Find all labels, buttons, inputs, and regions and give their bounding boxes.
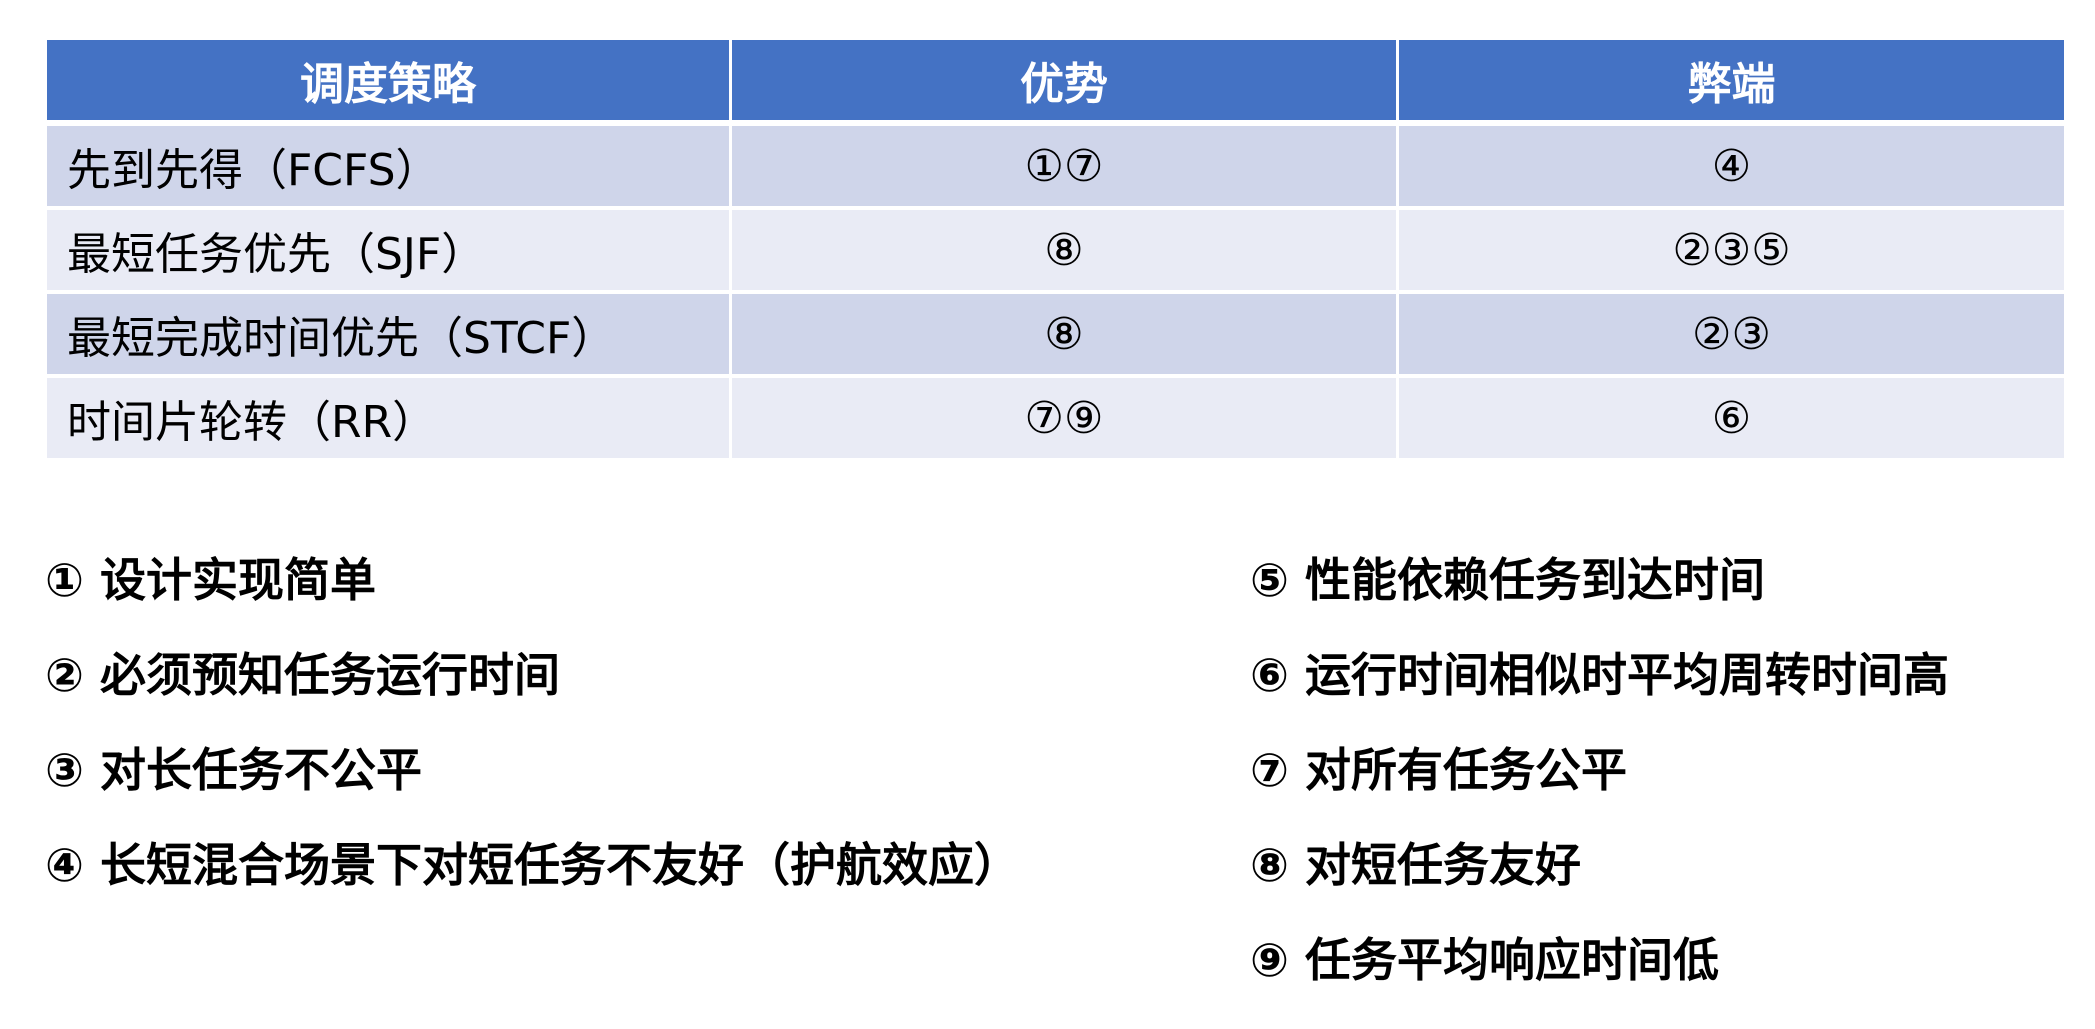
legend-item: ② 必须预知任务运行时间	[45, 648, 560, 702]
legend-left: ① 设计实现简单 ② 必须预知任务运行时间 ③ 对长任务不公平 ④ 长短混合场景…	[45, 533, 1020, 913]
disadvantages-cell: ④	[1399, 126, 2064, 206]
advantages-cell: ⑦⑨	[732, 378, 1399, 458]
legend-right: ⑤ 性能依赖任务到达时间 ⑥ 运行时间相似时平均周转时间高 ⑦ 对所有任务公平 …	[1250, 533, 1949, 1008]
legend-item: ④ 长短混合场景下对短任务不友好（护航效应）	[45, 838, 1020, 892]
advantages-cell: ①⑦	[732, 126, 1399, 206]
legend-item: ⑦ 对所有任务公平	[1250, 743, 1627, 797]
header-disadvantages: 弊端	[1399, 40, 2064, 120]
legend-item: ⑨ 任务平均响应时间低	[1250, 933, 1719, 987]
legend-item: ⑥ 运行时间相似时平均周转时间高	[1250, 648, 1949, 702]
table-row: 时间片轮转（RR） ⑦⑨ ⑥	[47, 378, 2064, 458]
disadvantages-cell: ②③	[1399, 294, 2064, 374]
scheduling-comparison-table: 调度策略 优势 弊端 先到先得（FCFS） ①⑦ ④ 最短任务优先（SJF） ⑧…	[47, 40, 2064, 462]
policy-cell: 最短完成时间优先（STCF）	[47, 294, 732, 374]
table-row: 最短任务优先（SJF） ⑧ ②③⑤	[47, 210, 2064, 290]
policy-cell: 先到先得（FCFS）	[47, 126, 732, 206]
legend-item: ① 设计实现简单	[45, 553, 376, 607]
legend-item: ⑤ 性能依赖任务到达时间	[1250, 553, 1765, 607]
disadvantages-cell: ⑥	[1399, 378, 2064, 458]
legend-item: ⑧ 对短任务友好	[1250, 838, 1581, 892]
legend-item: ③ 对长任务不公平	[45, 743, 422, 797]
policy-cell: 时间片轮转（RR）	[47, 378, 732, 458]
header-policy: 调度策略	[47, 40, 732, 120]
header-advantages: 优势	[732, 40, 1399, 120]
table-row: 先到先得（FCFS） ①⑦ ④	[47, 126, 2064, 206]
advantages-cell: ⑧	[732, 294, 1399, 374]
disadvantages-cell: ②③⑤	[1399, 210, 2064, 290]
policy-cell: 最短任务优先（SJF）	[47, 210, 732, 290]
table-row: 最短完成时间优先（STCF） ⑧ ②③	[47, 294, 2064, 374]
table-header: 调度策略 优势 弊端	[47, 40, 2064, 120]
advantages-cell: ⑧	[732, 210, 1399, 290]
